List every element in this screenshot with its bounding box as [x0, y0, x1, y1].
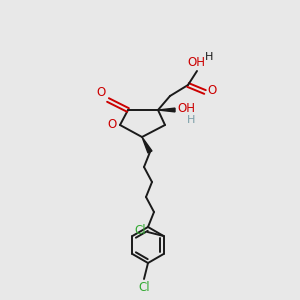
- Text: Cl: Cl: [134, 224, 146, 238]
- Text: Cl: Cl: [138, 281, 150, 294]
- Text: O: O: [97, 86, 106, 99]
- Text: O: O: [108, 118, 117, 131]
- Text: H: H: [187, 115, 195, 125]
- Text: OH: OH: [177, 101, 195, 115]
- Text: OH: OH: [187, 56, 205, 69]
- Text: O: O: [207, 85, 216, 98]
- Text: H: H: [205, 52, 213, 62]
- Polygon shape: [158, 108, 175, 112]
- Polygon shape: [142, 137, 152, 153]
